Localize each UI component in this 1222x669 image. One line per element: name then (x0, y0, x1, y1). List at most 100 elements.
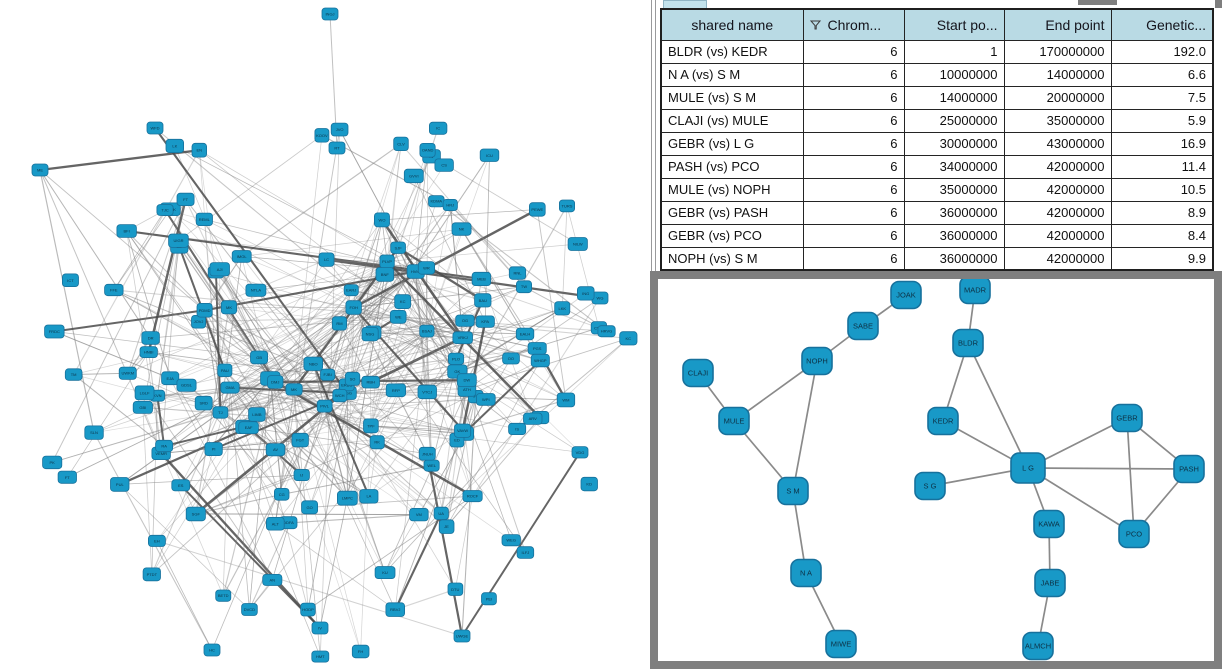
network-node[interactable]: GB (250, 350, 269, 365)
network-node[interactable]: FH (351, 644, 370, 659)
network-node[interactable]: MK (220, 300, 238, 315)
network-node[interactable]: EH (147, 534, 166, 547)
table-row[interactable]: N A (vs) S M 6 10000000 14000000 6.6 (660, 62, 1214, 87)
network-node[interactable]: VM (409, 507, 429, 522)
node-joak[interactable]: JOAK (890, 280, 922, 310)
network-node[interactable]: UWKM (118, 366, 137, 380)
network-node[interactable]: DTU (447, 582, 464, 596)
network-node[interactable]: PEI (481, 592, 497, 606)
network-node[interactable]: LIMB (248, 407, 266, 422)
network-node[interactable]: EARJ (343, 284, 359, 297)
network-node[interactable]: NILW (567, 237, 588, 251)
network-node[interactable]: ES (171, 479, 191, 492)
filter-funnel-icon[interactable] (809, 20, 821, 30)
network-node[interactable]: INGJ (321, 7, 339, 21)
node-miwe[interactable]: MIWE (825, 629, 857, 659)
network-node[interactable]: FGT (291, 432, 309, 448)
network-node[interactable]: ALT (265, 517, 285, 531)
network-node[interactable]: SO (344, 371, 361, 386)
edge-noph-sm[interactable] (792, 360, 818, 492)
network-node[interactable]: RFP (385, 383, 407, 398)
network-node[interactable]: TJC (156, 204, 174, 216)
network-node[interactable]: VTCJ (417, 384, 437, 400)
node-mule[interactable]: MULE (718, 406, 750, 436)
column-header-endpoint[interactable]: End point (1003, 8, 1112, 41)
network-node[interactable]: JVO (330, 122, 349, 137)
column-header-startpo[interactable]: Start po... (903, 8, 1005, 41)
table-row[interactable]: GEBR (vs) L G 6 30000000 43000000 16.9 (660, 131, 1214, 156)
column-header-chrom[interactable]: Chrom... (802, 8, 905, 41)
network-node[interactable]: PUL (110, 477, 130, 492)
network-node[interactable]: WFD (146, 121, 164, 135)
network-node[interactable]: KD (580, 476, 598, 492)
network-node[interactable]: LMPC (336, 490, 358, 506)
node-gebr[interactable]: GEBR (1111, 403, 1143, 433)
network-node[interactable]: PDMD (196, 302, 213, 318)
table-tab-fragment[interactable] (663, 0, 707, 8)
network-node[interactable]: FRDC (44, 324, 65, 339)
main-network-panel[interactable]: INGJRTWFDMEWGHCIVUWGETJAIUWKMPLVPFFEDVCD… (0, 0, 650, 669)
network-node[interactable]: RM (331, 316, 347, 331)
network-node[interactable]: AV (265, 443, 286, 457)
network-node[interactable]: ICT (62, 273, 79, 287)
network-node[interactable]: HRVG (597, 325, 616, 338)
network-node[interactable]: VRKJ (452, 331, 473, 344)
edge-gebr-pco[interactable] (1126, 417, 1135, 535)
network-node[interactable]: ILFJ (516, 546, 535, 559)
network-node[interactable]: KDMA (428, 195, 445, 208)
network-node[interactable]: UWGE (453, 629, 471, 643)
network-node[interactable]: FT (176, 192, 195, 206)
network-node[interactable]: PK (42, 455, 63, 470)
table-row[interactable]: MULE (vs) S M 6 14000000 20000000 7.5 (660, 85, 1214, 110)
network-node[interactable]: MEB (471, 271, 492, 286)
network-node[interactable]: KPA (475, 315, 495, 328)
network-node[interactable]: EAF (238, 421, 259, 435)
network-node[interactable]: GBI (132, 400, 153, 414)
network-node[interactable]: GVVI (403, 168, 424, 184)
network-node[interactable]: AJI (209, 262, 230, 277)
network-node[interactable]: BAU (474, 293, 492, 308)
network-node[interactable]: NK (451, 222, 472, 236)
network-node[interactable]: WE (389, 309, 407, 324)
node-noph[interactable]: NOPH (801, 346, 833, 376)
node-sabe[interactable]: SABE (847, 311, 879, 341)
network-node[interactable]: ICU (479, 148, 500, 162)
network-node[interactable]: RNL (508, 266, 527, 280)
network-node[interactable]: TM (64, 368, 83, 381)
network-node[interactable]: NSG (361, 326, 379, 342)
network-node[interactable]: ROCF (462, 490, 483, 503)
network-node[interactable]: JNUH (418, 446, 436, 461)
network-node[interactable]: WHGP (530, 353, 550, 368)
network-node[interactable]: LC (318, 252, 335, 267)
network-node[interactable]: BNF (375, 267, 395, 282)
node-pco[interactable]: PCO (1118, 519, 1150, 549)
network-node[interactable]: PTDT (142, 567, 161, 582)
node-bldr[interactable]: BLDR (952, 328, 984, 358)
network-node[interactable]: FT (57, 470, 77, 484)
network-node[interactable]: NTLA (245, 283, 267, 297)
network-node[interactable]: AN (262, 574, 283, 586)
table-row[interactable]: PASH (vs) PCO 6 34000000 42000000 11.4 (660, 154, 1214, 179)
network-node[interactable]: FJBI (320, 368, 336, 381)
column-header-genetic[interactable]: Genetic... (1110, 8, 1214, 41)
network-node[interactable]: SRD (194, 395, 213, 411)
network-node[interactable]: PEWE (529, 202, 546, 217)
network-node[interactable]: PGS (527, 342, 547, 355)
network-node[interactable]: GDSL (176, 378, 197, 392)
network-node[interactable]: LGLF (134, 385, 155, 401)
network-node[interactable]: CLV (393, 136, 409, 152)
node-lg[interactable]: L G (1010, 452, 1046, 484)
table-row[interactable]: MULE (vs) NOPH 6 35000000 42000000 10.5 (660, 177, 1214, 202)
node-sg[interactable]: S G (914, 471, 946, 501)
network-node[interactable]: HMT (311, 650, 330, 663)
node-kedr[interactable]: KEDR (927, 406, 959, 436)
network-node[interactable]: ME (31, 163, 49, 177)
network-node[interactable]: SGF (185, 506, 206, 522)
network-node[interactable]: GO (301, 500, 319, 515)
table-row[interactable]: CLAJI (vs) MULE 6 25000000 35000000 5.9 (660, 108, 1214, 133)
network-node[interactable]: HC (203, 643, 221, 657)
network-node[interactable]: IJ (293, 468, 310, 481)
network-node[interactable]: IV (311, 621, 329, 635)
edge-lg-pash[interactable] (1027, 467, 1190, 470)
network-node[interactable]: WM (556, 392, 576, 408)
